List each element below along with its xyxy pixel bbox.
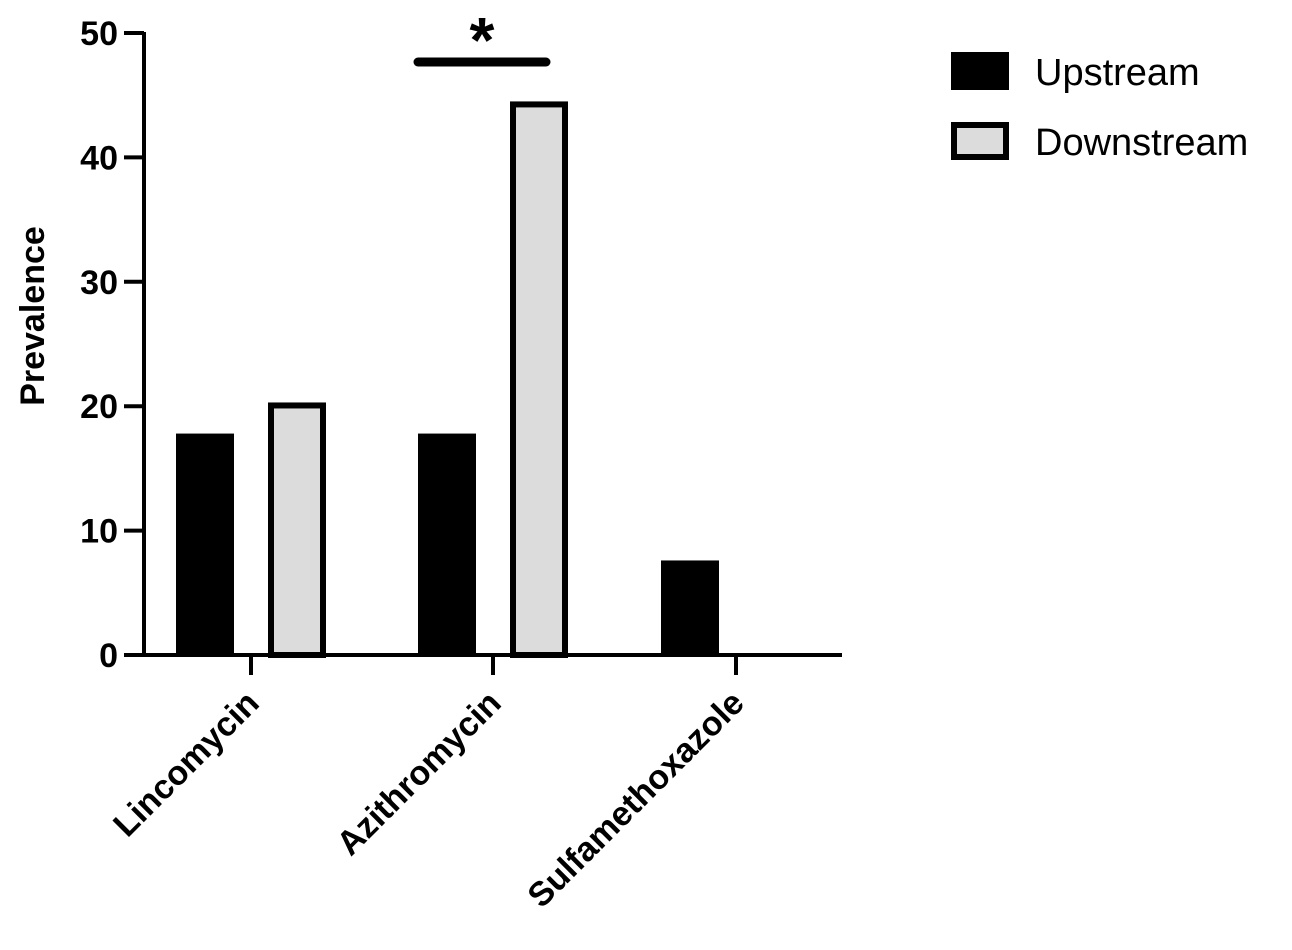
legend-swatch-downstream <box>951 122 1009 160</box>
x-category-label: Sulfamethoxazole <box>520 684 751 915</box>
legend-label-upstream: Upstream <box>1035 52 1200 94</box>
legend-swatch-upstream <box>951 52 1009 90</box>
bars <box>176 101 719 659</box>
legend-label-downstream: Downstream <box>1035 122 1248 164</box>
x-category-label: Azithromycin <box>330 684 509 863</box>
y-tick-label: 0 <box>99 637 118 675</box>
annotations: * <box>413 4 551 76</box>
y-tick-label: 10 <box>80 513 118 551</box>
bar-upstream-sulfamethoxazole <box>661 560 719 655</box>
y-axis-label: Prevalence <box>14 226 52 406</box>
bar-upstream-azithromycin <box>418 433 476 655</box>
y-tick-label: 50 <box>80 15 118 53</box>
y-tick-label: 20 <box>80 388 118 426</box>
bar-downstream-azithromycin <box>510 101 568 659</box>
significance-star: * <box>470 4 495 76</box>
y-tick-label: 40 <box>80 139 118 177</box>
y-tick-label: 30 <box>80 264 118 302</box>
bar-downstream-lincomycin <box>268 402 326 658</box>
legend: Upstream Downstream <box>951 52 1248 164</box>
bar-upstream-lincomycin <box>176 433 234 655</box>
x-category-label: Lincomycin <box>106 684 266 844</box>
